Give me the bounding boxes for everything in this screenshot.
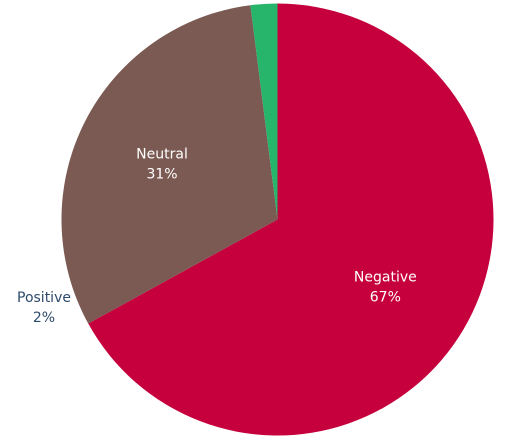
slice-value-neutral: 31% — [146, 167, 177, 183]
slice-value-negative: 67% — [370, 289, 401, 305]
pie-slice-positive — [250, 3, 278, 220]
pie-labels: Negative 67% Neutral 31% Positive 2% — [17, 147, 417, 326]
slice-label-negative: Negative — [354, 269, 417, 285]
slice-label-positive: Positive — [17, 290, 71, 306]
pie-slices — [61, 3, 494, 436]
slice-value-positive: 2% — [33, 310, 55, 326]
pie-slice-neutral — [61, 5, 278, 324]
pie-slice-negative — [88, 3, 494, 436]
slice-label-neutral: Neutral — [136, 147, 188, 163]
